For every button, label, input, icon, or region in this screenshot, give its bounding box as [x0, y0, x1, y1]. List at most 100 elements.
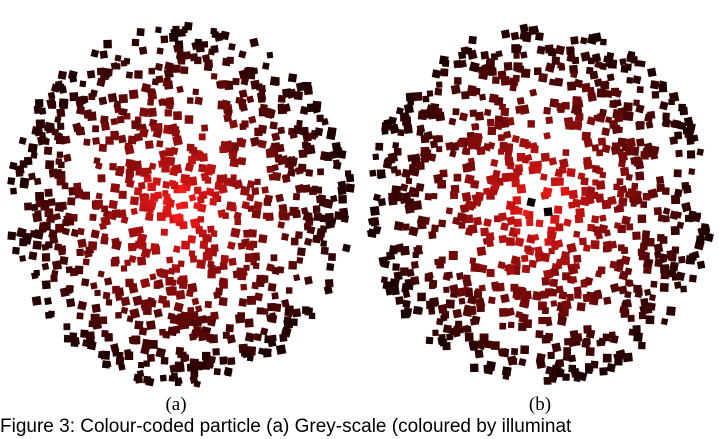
particle-b	[498, 212, 508, 222]
particle-a	[126, 315, 134, 323]
particle-a	[46, 98, 57, 109]
particle-a	[283, 319, 294, 330]
particle-a	[209, 198, 218, 206]
particle-a	[189, 53, 199, 62]
particle-b	[483, 218, 492, 227]
particle-b	[503, 130, 512, 139]
particle-b	[653, 243, 664, 253]
particle-b	[449, 283, 460, 294]
particle-b	[459, 112, 469, 122]
particle-a	[115, 356, 125, 365]
particle-a	[89, 213, 97, 222]
particle-b	[678, 255, 686, 264]
particle-a	[47, 198, 56, 207]
particle-b	[670, 194, 681, 205]
particle-b	[439, 338, 448, 347]
particle-b	[544, 238, 553, 246]
particle-a	[320, 246, 329, 255]
particle-b	[570, 70, 579, 79]
particle-b	[596, 88, 606, 98]
particle-b	[477, 263, 488, 274]
particle-b	[449, 190, 459, 200]
particle-b	[500, 293, 510, 304]
particle-a	[140, 302, 149, 311]
particle-a	[198, 190, 208, 201]
particle-b	[412, 305, 422, 315]
particle-a	[173, 301, 184, 313]
particle-b	[449, 150, 457, 158]
particle-a	[130, 283, 138, 290]
particle-a	[305, 169, 314, 177]
particle-a	[110, 258, 119, 267]
particle-b	[457, 139, 466, 148]
particle-b	[499, 348, 508, 356]
particle-b	[511, 134, 520, 144]
particle-b	[408, 226, 419, 237]
particle-a	[127, 242, 137, 252]
particle-b	[491, 181, 501, 191]
particle-a	[90, 229, 100, 239]
particle-a	[267, 282, 277, 292]
particle-a	[323, 198, 334, 209]
particle-a	[146, 353, 155, 362]
particle-a	[117, 363, 126, 371]
particle-a	[226, 241, 236, 251]
particle-b	[555, 44, 566, 56]
particle-b	[518, 322, 527, 331]
particle-b	[448, 250, 458, 261]
particle-b	[474, 349, 484, 359]
particle-a	[128, 254, 137, 264]
particle-b	[412, 251, 419, 259]
particle-b	[541, 276, 551, 286]
particle-a	[287, 73, 298, 83]
particle-a	[74, 189, 84, 199]
particle-a	[111, 239, 122, 251]
particle-a	[15, 169, 24, 177]
particle-b	[566, 293, 574, 302]
particle-b	[528, 25, 538, 35]
particle-b	[479, 333, 489, 343]
particle-a	[339, 207, 349, 217]
particle-a	[182, 354, 190, 362]
particle-a	[35, 191, 45, 201]
particle-a	[302, 184, 311, 193]
particle-a	[108, 199, 118, 210]
particle-b	[369, 205, 380, 216]
particle-a	[271, 132, 281, 142]
particle-a	[99, 222, 107, 231]
particle-a	[265, 212, 274, 222]
particle-b	[513, 52, 520, 59]
particle-b	[437, 303, 448, 314]
particle-b	[389, 123, 400, 135]
particle-b	[399, 183, 409, 192]
particle-a	[205, 167, 214, 176]
particle-a	[279, 333, 288, 342]
particle-b	[568, 47, 575, 55]
particle-b	[440, 68, 449, 77]
particle-a	[245, 241, 255, 251]
particle-b	[568, 189, 579, 200]
particle-a	[337, 180, 347, 190]
particle-a	[155, 347, 167, 359]
particle-b	[483, 187, 491, 195]
particle-a	[103, 39, 112, 49]
particle-a	[258, 234, 268, 244]
particle-b	[658, 83, 668, 93]
particle-a	[306, 225, 316, 235]
particle-b	[544, 332, 554, 341]
particle-a	[162, 300, 171, 308]
particle-b	[591, 144, 600, 152]
particle-b	[426, 300, 435, 310]
particle-a	[326, 130, 337, 141]
particle-a	[35, 119, 46, 129]
particle-a	[110, 61, 119, 70]
particle-a	[100, 115, 109, 124]
particle-b	[645, 315, 655, 325]
particle-b	[424, 192, 433, 201]
particle-a	[98, 96, 108, 106]
particle-a	[323, 152, 333, 162]
particle-b	[680, 285, 688, 293]
particle-b	[543, 207, 553, 217]
particle-b	[470, 343, 478, 351]
particle-a	[77, 300, 88, 311]
